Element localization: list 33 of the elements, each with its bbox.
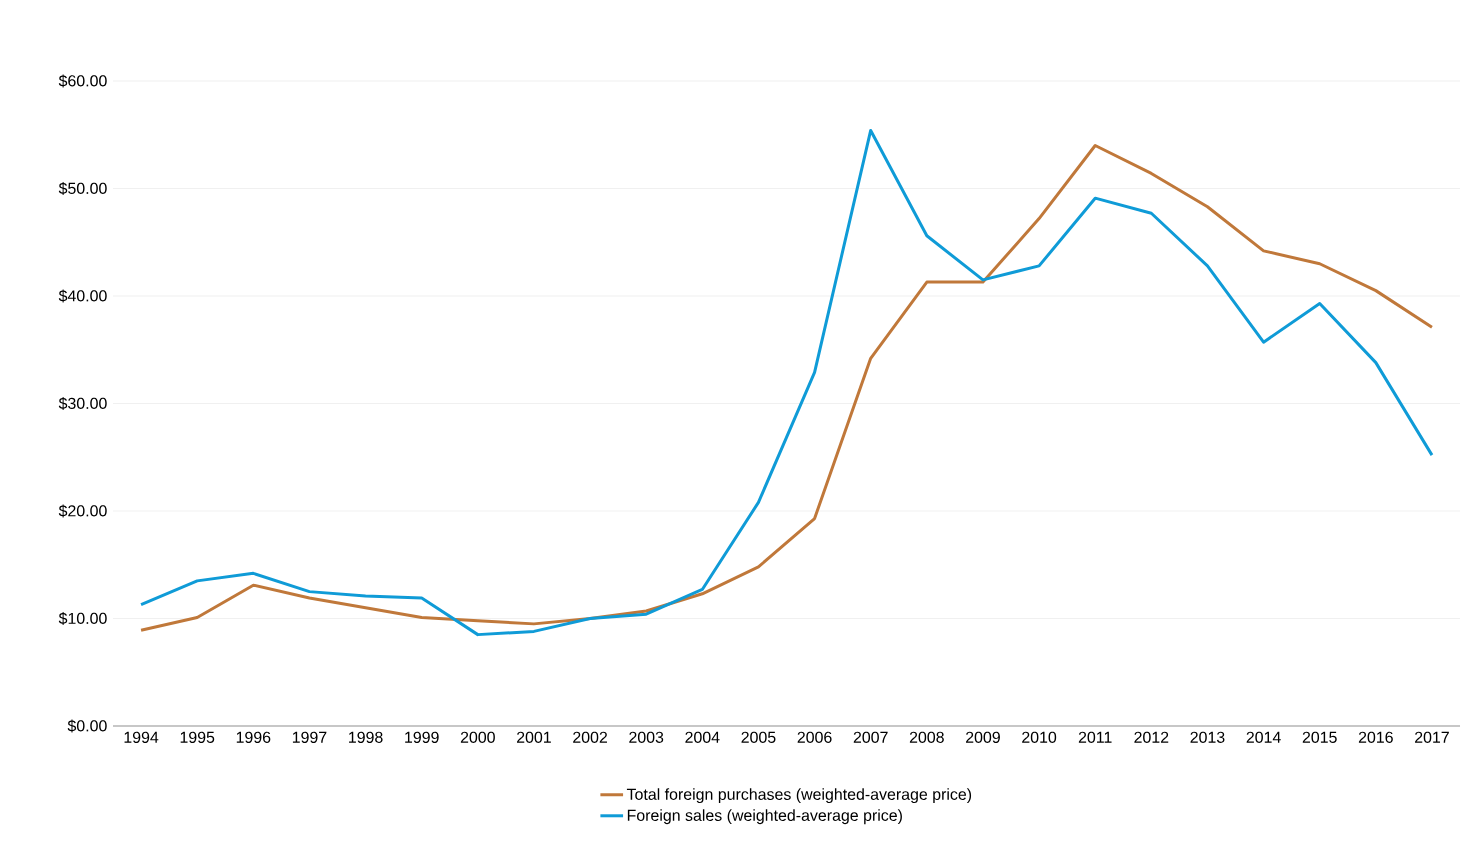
x-tick-label: 1999 xyxy=(405,731,439,743)
x-tick-label: 2004 xyxy=(685,731,720,743)
x-tick-label: 2009 xyxy=(966,731,1000,743)
x-tick-label: 2008 xyxy=(909,731,944,743)
x-tick-label: 1998 xyxy=(349,731,383,743)
x-tick-label: 1995 xyxy=(180,731,215,743)
x-tick-label: 2001 xyxy=(517,731,551,743)
x-tick-label: 2017 xyxy=(1415,731,1449,743)
y-tick-label: $10.00 xyxy=(58,612,107,625)
legend-label: Total foreign purchases (weighted-average price) xyxy=(626,788,972,804)
y-tick-label: $50.00 xyxy=(58,182,107,195)
x-tick-label: 2000 xyxy=(460,731,495,743)
y-tick-label: $20.00 xyxy=(58,504,107,518)
x-tick-label: 1994 xyxy=(124,731,159,743)
y-tick-label: $40.00 xyxy=(58,289,107,303)
x-tick-label: 2003 xyxy=(629,731,664,743)
x-tick-label: 2015 xyxy=(1302,731,1337,743)
y-tick-label: $0.00 xyxy=(67,719,107,733)
x-tick-label: 2005 xyxy=(741,731,776,743)
x-tick-label: 2002 xyxy=(573,731,607,743)
y-tick-label: $60.00 xyxy=(58,74,107,88)
x-tick-label: 1996 xyxy=(236,731,271,743)
x-tick-label: 2007 xyxy=(853,731,888,743)
legend-label: Foreign sales (weighted-average price) xyxy=(627,809,902,825)
x-tick-label: 2012 xyxy=(1134,731,1169,743)
y-tick-label: $30.00 xyxy=(58,397,107,410)
x-tick-label: 2013 xyxy=(1190,731,1225,743)
x-tick-label: 2011 xyxy=(1078,731,1112,743)
x-tick-label: 1997 xyxy=(292,731,327,743)
x-tick-label: 2014 xyxy=(1246,731,1281,743)
x-tick-label: 2006 xyxy=(797,731,832,743)
x-tick-label: 2016 xyxy=(1358,731,1393,743)
x-tick-label: 2010 xyxy=(1022,731,1057,743)
